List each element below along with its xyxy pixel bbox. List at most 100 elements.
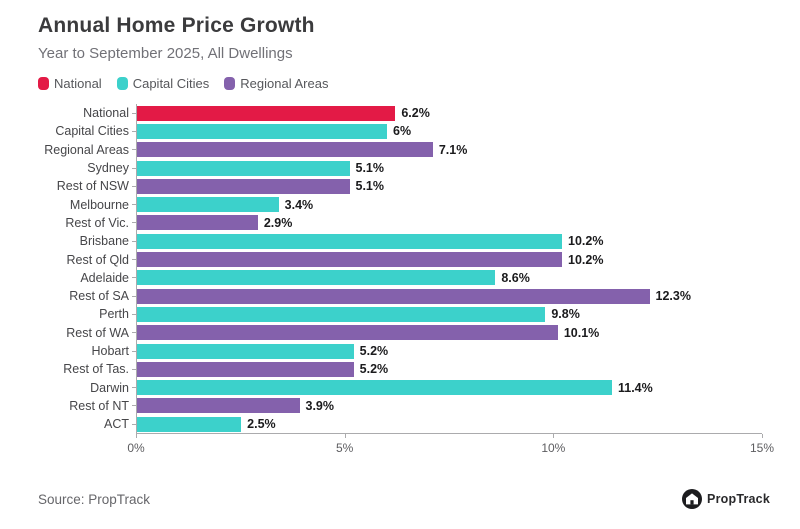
bar-row: Capital Cities 6%	[38, 122, 762, 141]
bar-row: Rest of SA 12.3%	[38, 286, 762, 306]
x-axis-tick-mark	[553, 434, 555, 439]
category-label: Brisbane	[79, 234, 129, 249]
bar-track: 5.1%	[136, 158, 762, 178]
category-tick-mark	[132, 167, 136, 169]
bar-track: 5.1%	[136, 177, 762, 196]
bar	[137, 416, 242, 432]
bar-track: 10.2%	[136, 250, 762, 269]
category-tick-mark	[132, 204, 136, 206]
bar	[137, 123, 387, 139]
bar-track: 7.1%	[136, 140, 762, 159]
value-label: 6.2%	[401, 106, 430, 121]
value-label: 5.1%	[355, 179, 385, 194]
category-label: National	[83, 106, 129, 121]
value-label: 5.2%	[359, 344, 389, 358]
legend-item: Capital Cities	[116, 76, 210, 91]
logo-wordmark: PropTrack	[707, 492, 770, 506]
bar-track: 3.9%	[136, 396, 762, 416]
bar	[137, 398, 300, 414]
value-label: 3.9%	[305, 398, 335, 413]
value-label: 5.2%	[359, 362, 389, 377]
bar-row: National 6.2%	[38, 104, 762, 123]
category-tick-mark	[132, 332, 136, 334]
legend-swatch-icon	[38, 77, 49, 90]
legend-swatch-icon	[224, 77, 236, 90]
bar	[137, 361, 354, 377]
bar-track: 6%	[136, 122, 762, 141]
value-label: 11.4%	[618, 380, 653, 395]
value-label: 3.4%	[284, 197, 314, 212]
x-axis-tick-label: 15%	[749, 441, 775, 456]
bar-track: 6.2%	[136, 104, 762, 123]
x-axis-tick-mark	[762, 434, 763, 439]
footer: Source: PropTrack PropTrack	[38, 489, 770, 509]
category-label: Perth	[99, 307, 129, 322]
page-title: Annual Home Price Growth	[38, 14, 315, 37]
bar	[137, 306, 546, 322]
category-label: Rest of Qld	[66, 252, 129, 267]
bar-row: Rest of Vic. 2.9%	[38, 213, 762, 233]
bar-row: Hobart 5.2%	[38, 341, 762, 361]
category-label: Rest of Tas.	[63, 362, 129, 377]
value-label: 6%	[393, 124, 412, 139]
category-tick-mark	[132, 149, 136, 151]
source-note: Source: PropTrack	[38, 491, 151, 507]
bar-track: 8.6%	[136, 268, 762, 287]
bar-row: Rest of WA 10.1%	[38, 323, 762, 342]
value-label: 5.1%	[355, 161, 385, 176]
value-label: 2.9%	[263, 215, 293, 230]
category-tick-mark	[132, 259, 136, 261]
category-tick-mark	[132, 277, 136, 279]
category-label: Hobart	[91, 344, 129, 358]
x-axis-tick-label: 0%	[127, 441, 145, 456]
category-label: Adelaide	[80, 270, 129, 285]
bar	[137, 288, 650, 304]
bar-row: Regional Areas 7.1%	[38, 140, 762, 159]
category-label: Rest of SA	[69, 289, 129, 304]
category-tick-mark	[132, 405, 136, 407]
proptrack-logo: PropTrack	[682, 489, 770, 509]
value-label: 2.5%	[247, 417, 276, 432]
legend-label: National	[54, 76, 102, 91]
value-label: 8.6%	[501, 270, 530, 285]
bar-row: Rest of NT 3.9%	[38, 396, 762, 416]
x-axis: 0% 5% 10% 15%	[127, 433, 774, 458]
bar-track: 12.3%	[136, 286, 762, 306]
bar-rows: National 6.2% Capital Cities 6% Regional Are…	[38, 104, 762, 434]
bar	[137, 160, 350, 176]
category-tick-mark	[132, 185, 136, 187]
category-tick-mark	[132, 112, 136, 114]
category-tick-mark	[132, 222, 136, 224]
category-tick-mark	[132, 130, 136, 132]
bar-track: 2.9%	[136, 213, 762, 233]
bar-track: 5.2%	[136, 360, 762, 379]
bar	[137, 197, 279, 213]
legend: National Capital Cities Regional Areas	[38, 76, 762, 91]
value-label: 10.2%	[568, 234, 604, 249]
legend-label: Capital Cities	[132, 76, 210, 91]
x-axis-tick-label: 10%	[541, 441, 566, 456]
category-label: Rest of NSW	[56, 179, 129, 194]
category-label: Darwin	[90, 380, 129, 395]
category-tick-mark	[132, 423, 136, 425]
x-axis-tick-mark	[136, 434, 137, 439]
category-label: Rest of NT	[69, 398, 129, 413]
bar-track: 2.5%	[136, 415, 762, 434]
house-circle-icon	[682, 489, 703, 509]
bar-track: 10.1%	[136, 323, 762, 342]
bar	[137, 380, 612, 396]
bar-row: Brisbane 10.2%	[38, 232, 762, 251]
legend-item: Regional Areas	[224, 76, 328, 91]
bar	[137, 215, 258, 231]
bar	[137, 178, 350, 194]
value-label: 12.3%	[655, 289, 691, 304]
bar-row: ACT 2.5%	[38, 415, 762, 434]
bar-track: 9.8%	[136, 305, 762, 324]
bar	[137, 325, 558, 341]
bar-row: Adelaide 8.6%	[38, 268, 762, 287]
category-label: Rest of WA	[66, 325, 129, 340]
category-label: Sydney	[87, 161, 129, 176]
bar	[137, 343, 354, 359]
category-label: Melbourne	[69, 197, 129, 212]
